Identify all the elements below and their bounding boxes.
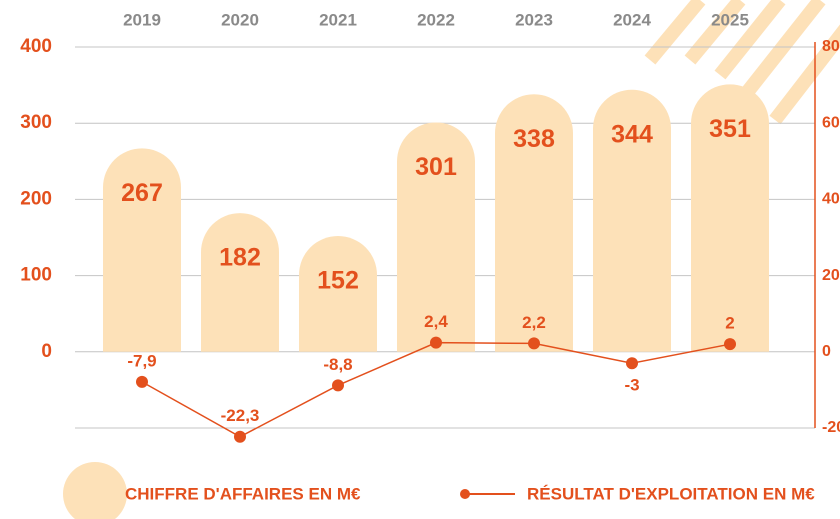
- bar: [691, 84, 769, 352]
- bar-value-label: 301: [415, 153, 457, 181]
- line-point: [430, 336, 442, 349]
- line-point: [234, 430, 246, 443]
- y2-tick-label: 0: [822, 343, 831, 360]
- stripe: [644, 0, 706, 65]
- stripe: [769, 24, 840, 125]
- y2-tick-label: -20: [822, 419, 840, 436]
- line-point: [528, 337, 540, 350]
- line-value-label: -22,3: [221, 406, 260, 425]
- line-value-label: -8,8: [323, 355, 352, 374]
- legend-label: CHIFFRE D'AFFAIRES EN M€: [125, 484, 361, 503]
- y-tick-label: 400: [20, 36, 52, 57]
- x-tick-label: 2025: [711, 10, 749, 29]
- bar: [397, 122, 475, 352]
- line-value-label: -3: [624, 376, 639, 395]
- y-tick-label: 300: [20, 112, 52, 133]
- x-tick-label: 2021: [319, 10, 357, 29]
- line-point: [724, 338, 736, 351]
- x-tick-label: 2019: [123, 10, 161, 29]
- bar-value-label: 182: [219, 244, 261, 272]
- x-tick-label: 2024: [613, 10, 651, 29]
- y-tick-label: 100: [20, 265, 52, 286]
- bar: [201, 213, 279, 352]
- legend-label: RÉSULTAT D'EXPLOITATION EN M€: [527, 484, 815, 503]
- y2-tick-label: 40: [822, 191, 840, 208]
- bar: [299, 235, 377, 352]
- line-point: [136, 375, 148, 388]
- bar-value-label: 152: [317, 267, 359, 295]
- line-point: [332, 379, 344, 392]
- line-value-label: 2,2: [522, 313, 546, 332]
- y-tick-label: 0: [41, 341, 52, 362]
- bar: [593, 89, 671, 352]
- x-tick-label: 2020: [221, 10, 259, 29]
- legend-swatch: [460, 489, 470, 499]
- bar-value-label: 351: [709, 115, 751, 143]
- line-value-label: -7,9: [127, 351, 156, 370]
- line-value-label: 2,4: [424, 312, 448, 331]
- bar-value-label: 344: [611, 120, 653, 148]
- bar-value-label: 338: [513, 125, 555, 153]
- bar-value-label: 267: [121, 179, 163, 207]
- bar: [495, 94, 573, 352]
- x-tick-label: 2023: [515, 10, 553, 29]
- y2-tick-label: 20: [822, 267, 840, 284]
- x-tick-label: 2022: [417, 10, 455, 29]
- legend-swatch: [63, 462, 127, 519]
- y-tick-label: 200: [20, 188, 52, 209]
- y2-tick-label: 60: [822, 114, 840, 131]
- line-point: [626, 357, 638, 370]
- stripe: [684, 0, 746, 65]
- bar: [103, 148, 181, 352]
- y2-tick-label: 80: [822, 38, 840, 55]
- stripe: [714, 0, 786, 80]
- line-value-label: 2: [725, 314, 734, 333]
